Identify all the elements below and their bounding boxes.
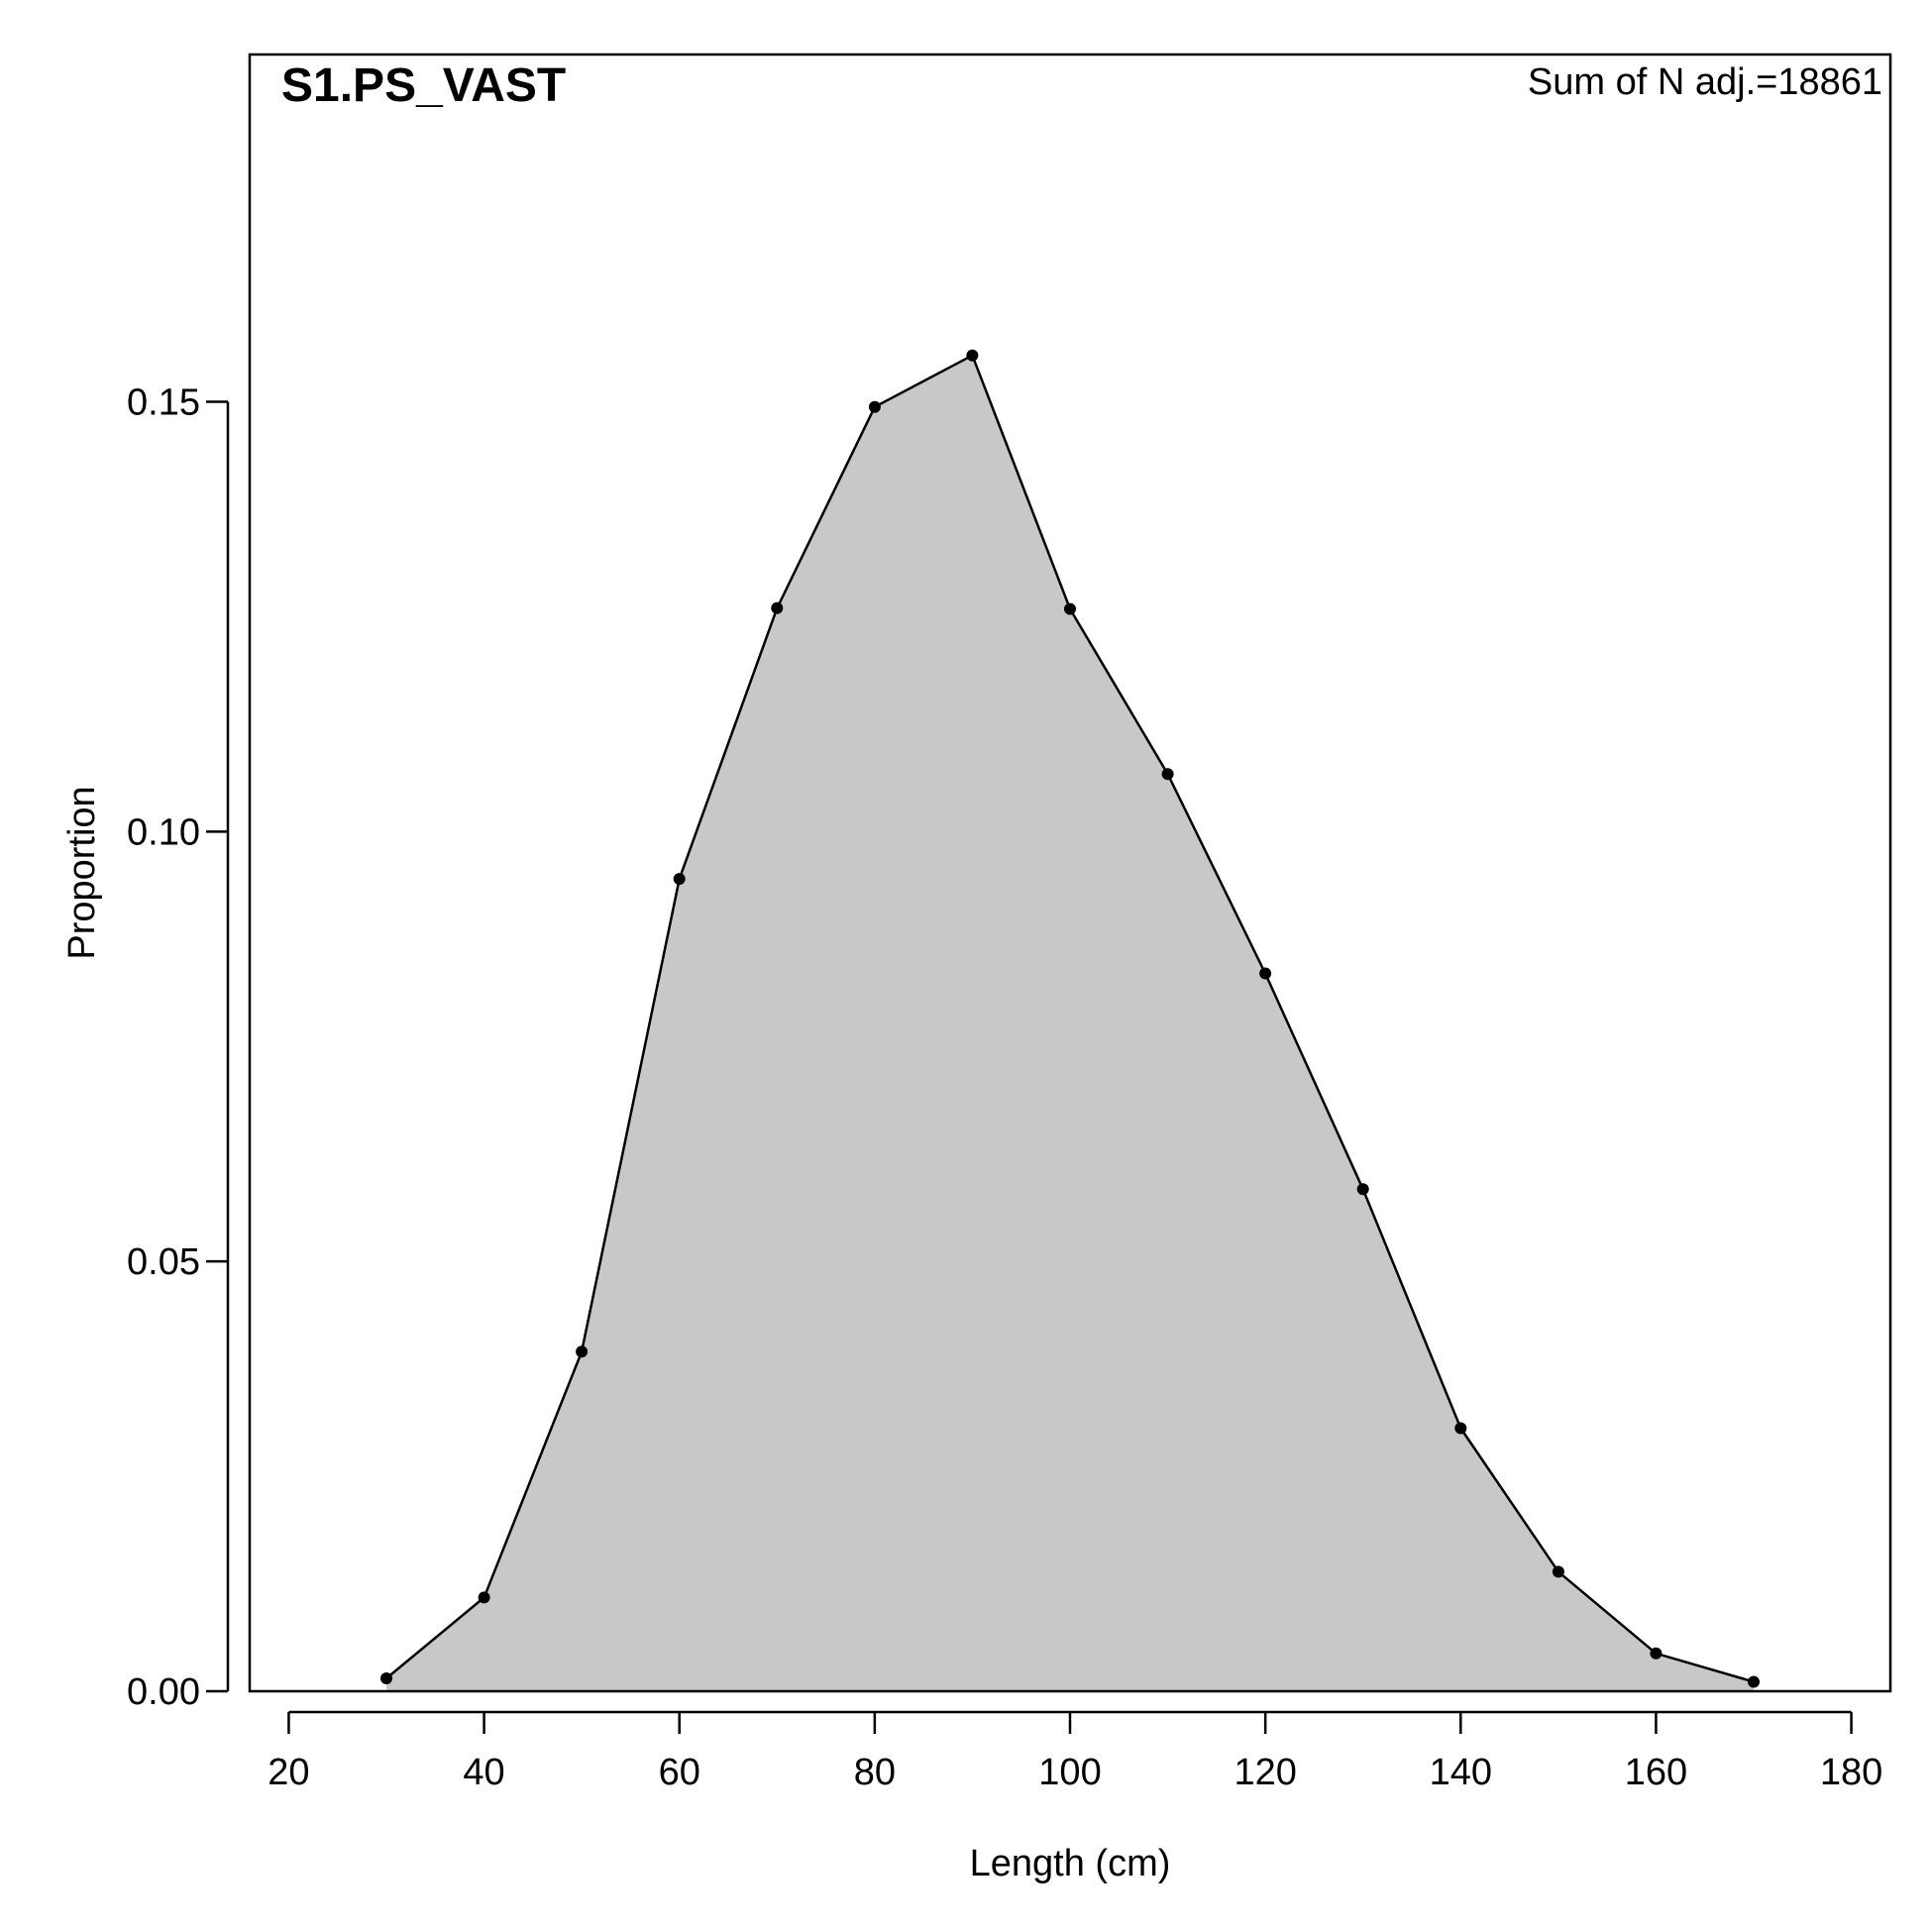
data-point-120: [1259, 967, 1272, 980]
x-tick-label-20: 20: [268, 1752, 309, 1793]
y-tick-label-0.05: 0.05: [127, 1241, 200, 1283]
data-point-40: [478, 1591, 490, 1604]
x-tick-label-60: 60: [659, 1752, 700, 1793]
data-point-50: [576, 1345, 589, 1358]
x-tick-label-160: 160: [1625, 1752, 1687, 1793]
data-point-80: [868, 400, 881, 413]
data-point-30: [380, 1672, 392, 1684]
y-tick-label-0.10: 0.10: [127, 811, 200, 853]
x-tick-label-140: 140: [1430, 1752, 1492, 1793]
data-point-130: [1356, 1183, 1369, 1196]
plot-frame: [248, 53, 1892, 1693]
x-axis: 20 40 60 80 100 120 140 160 180: [268, 1710, 1882, 1793]
x-tick-label-40: 40: [463, 1752, 504, 1793]
x-tick-label-100: 100: [1038, 1752, 1101, 1793]
data-point-60: [673, 873, 686, 886]
data-point-70: [771, 601, 784, 614]
data-point-170: [1748, 1675, 1760, 1688]
data-point-90: [966, 349, 979, 362]
area-fill: [386, 355, 1754, 1692]
data-point-150: [1552, 1565, 1564, 1578]
x-tick-label-120: 120: [1234, 1752, 1296, 1793]
chart-title: S1.PS_VAST: [281, 59, 566, 112]
y-axis-label: Proportion: [61, 786, 103, 959]
data-point-100: [1064, 602, 1076, 615]
data-point-110: [1161, 768, 1174, 781]
sum-annotation: Sum of N adj.=18861: [1528, 61, 1882, 103]
area-layer: [386, 355, 1754, 1692]
y-tick-label-0.00: 0.00: [127, 1671, 200, 1713]
data-point-160: [1650, 1647, 1663, 1660]
data-point-140: [1454, 1422, 1467, 1435]
y-axis: 0.00 0.05 0.10 0.15: [127, 382, 230, 1713]
point-layer: [380, 349, 1760, 1688]
x-tick-label-80: 80: [854, 1752, 896, 1793]
y-tick-label-0.15: 0.15: [127, 382, 200, 424]
x-tick-label-180: 180: [1820, 1752, 1882, 1793]
x-axis-label: Length (cm): [970, 1843, 1171, 1884]
